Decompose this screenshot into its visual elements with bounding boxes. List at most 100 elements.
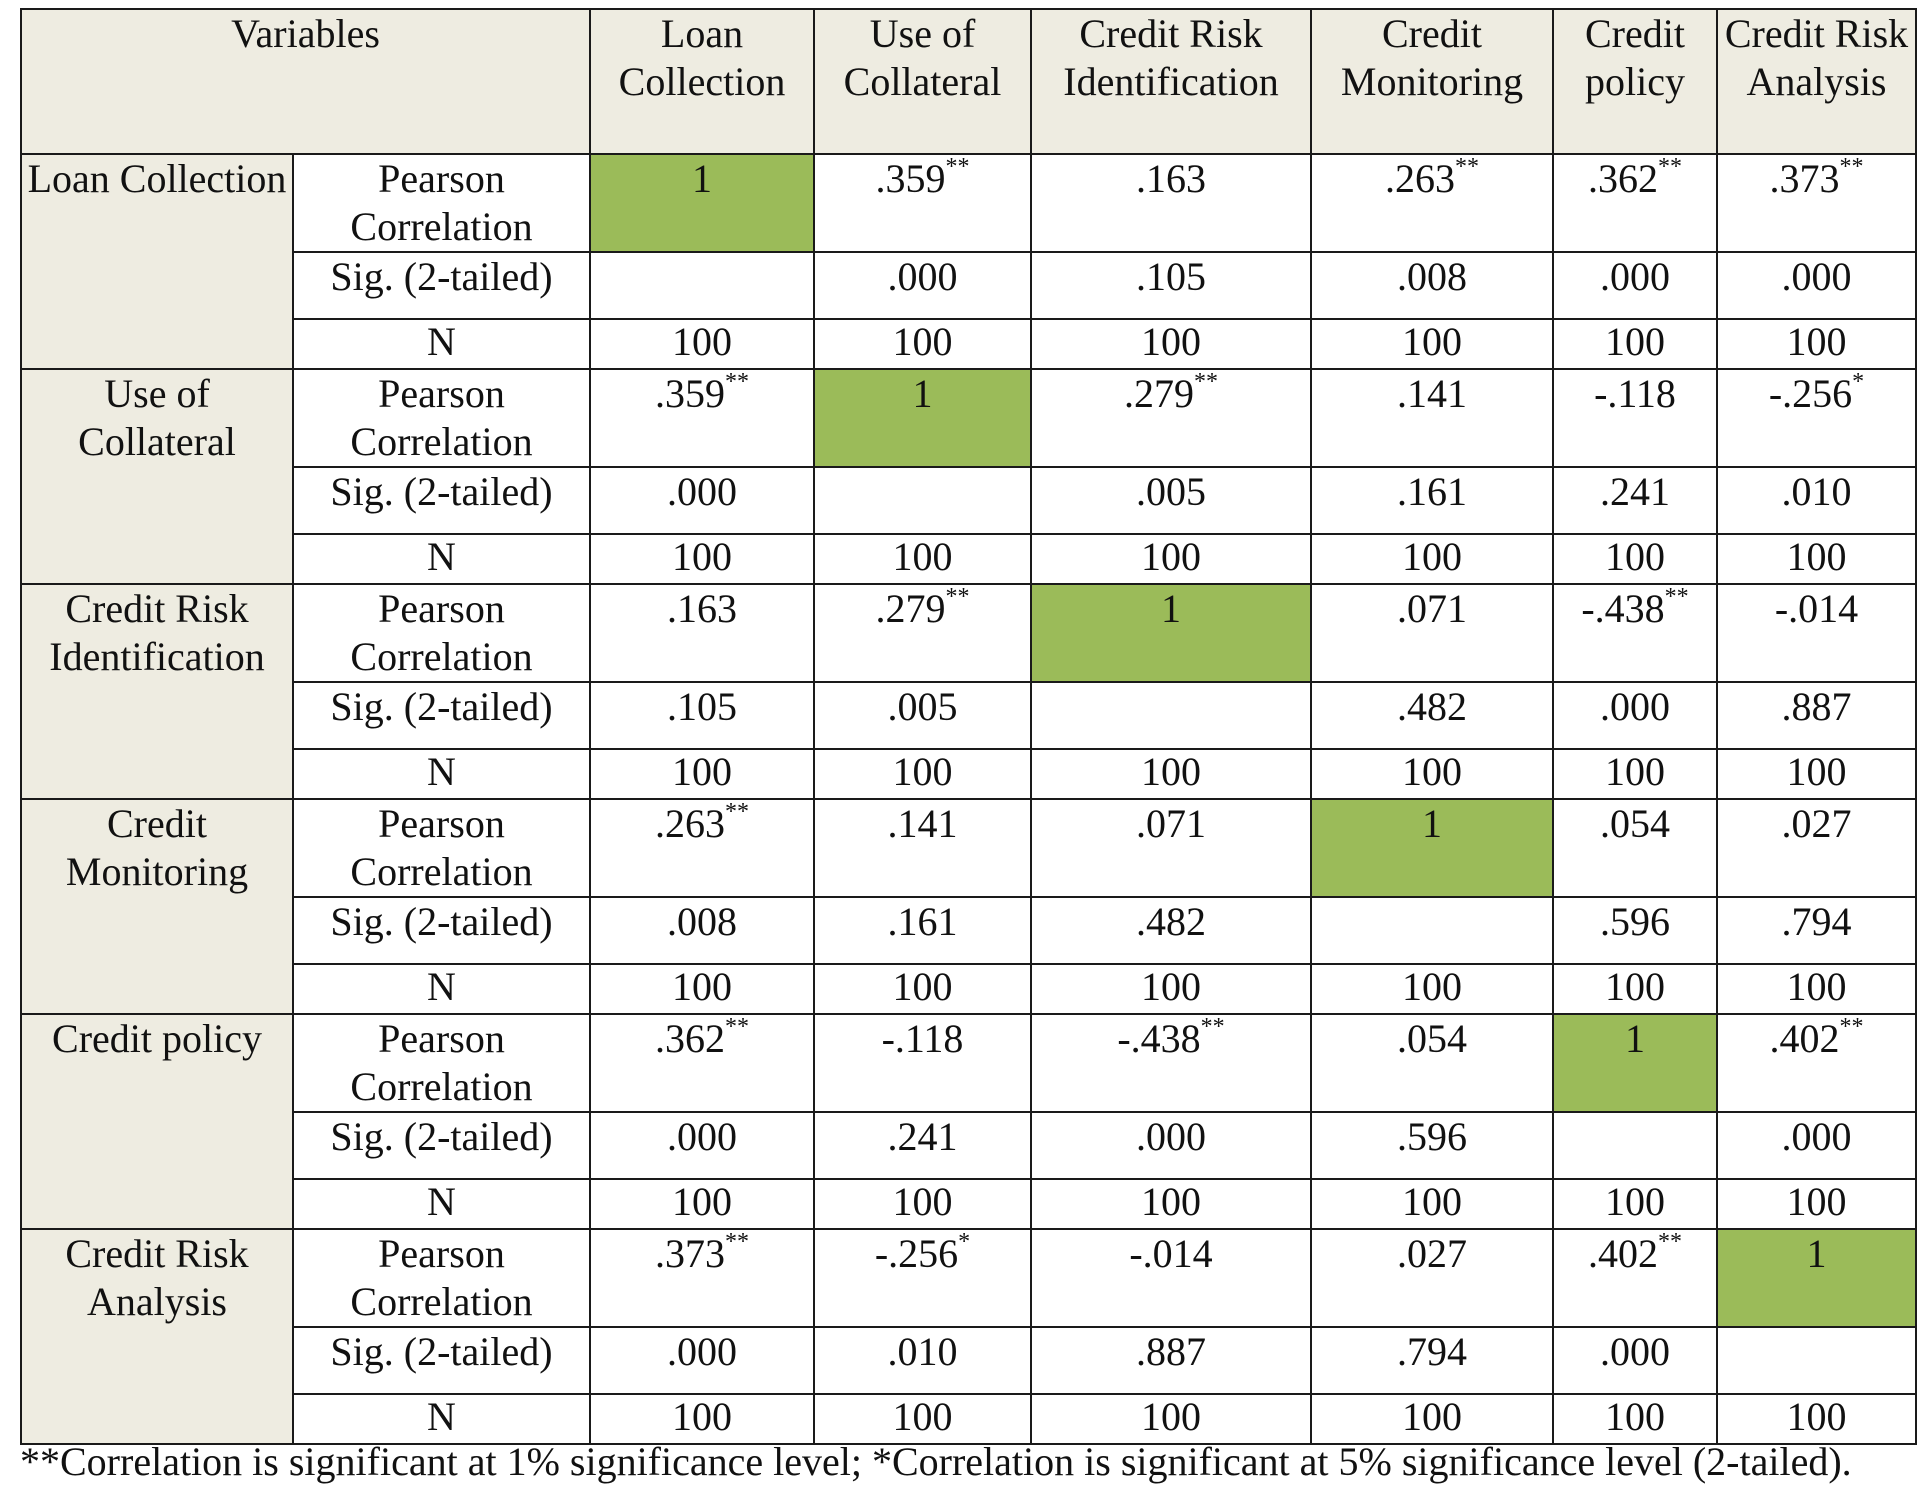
n-cell: 100 xyxy=(813,318,1032,370)
correlation-value: 1 xyxy=(692,156,712,201)
n-cell: 100 xyxy=(1552,318,1718,370)
stat-label-n: N xyxy=(292,318,591,370)
correlation-value: .359 xyxy=(655,371,725,416)
sig-cell: .241 xyxy=(813,1111,1032,1180)
stat-label-pearson: Pearson Correlation xyxy=(292,1013,591,1113)
correlation-value: 1 xyxy=(1161,586,1181,631)
sig-cell: .596 xyxy=(1310,1111,1554,1180)
stat-label-pearson: Pearson Correlation xyxy=(292,1228,591,1328)
sig-cell xyxy=(1716,1326,1917,1395)
sig-cell: .000 xyxy=(1716,1111,1917,1180)
variable-credit-risk-analysis: Credit Risk Analysis xyxy=(20,1228,294,1445)
sig-cell: .008 xyxy=(589,896,815,965)
correlation-value: .163 xyxy=(1136,156,1206,201)
correlation-value: .373 xyxy=(1769,156,1840,201)
significance-marker: ** xyxy=(1658,1229,1682,1255)
sig-cell: .000 xyxy=(1552,1326,1718,1395)
n-cell: 100 xyxy=(813,533,1032,585)
correlation-value: .054 xyxy=(1397,1016,1467,1061)
correlation-value: .027 xyxy=(1397,1231,1467,1276)
pearson-cell: -.256* xyxy=(813,1228,1032,1328)
diagonal-cell: 1 xyxy=(1310,798,1554,898)
pearson-cell: .027 xyxy=(1716,798,1917,898)
stat-label-n: N xyxy=(292,1178,591,1230)
sig-cell: .010 xyxy=(1716,466,1917,535)
sig-cell xyxy=(1030,681,1312,750)
correlation-value: .359 xyxy=(875,156,946,201)
sig-cell: .008 xyxy=(1310,251,1554,320)
n-cell: 100 xyxy=(589,1178,815,1230)
sig-row: Sig. (2-tailed) .000.105.008.000.000 xyxy=(21,251,1917,320)
sig-cell: .161 xyxy=(1310,466,1554,535)
pearson-cell: .359** xyxy=(589,368,815,468)
sig-cell: .887 xyxy=(1716,681,1917,750)
correlation-value: -.118 xyxy=(1594,371,1676,416)
pearson-cell: .054 xyxy=(1310,1013,1554,1113)
sig-cell xyxy=(589,251,815,320)
sig-cell: .105 xyxy=(1030,251,1312,320)
n-cell: 100 xyxy=(1030,748,1312,800)
correlation-value: .263 xyxy=(655,801,725,846)
correlation-value: -.256 xyxy=(874,1231,959,1276)
header-credit-risk-analysis: Credit Risk Analysis xyxy=(1716,8,1917,155)
correlation-value: 1 xyxy=(912,371,933,416)
correlation-value: .163 xyxy=(667,586,737,631)
pearson-cell: .141 xyxy=(1310,368,1554,468)
sig-cell: .161 xyxy=(813,896,1032,965)
sig-row: Sig. (2-tailed) .008.161.482 .596.794 xyxy=(21,896,1917,965)
sig-cell: .000 xyxy=(589,1111,815,1180)
n-cell: 100 xyxy=(813,963,1032,1015)
variable-credit-monitoring: Credit Monitoring xyxy=(20,798,294,1015)
n-cell: 100 xyxy=(589,963,815,1015)
sig-cell: .000 xyxy=(1716,251,1917,320)
sig-cell: .241 xyxy=(1552,466,1718,535)
pearson-cell: .163 xyxy=(1030,153,1312,253)
header-loan-collection: Loan Collection xyxy=(589,8,815,155)
table-body: Variables Loan Collection Use of Collate… xyxy=(20,8,1917,1445)
stat-label-n: N xyxy=(292,533,591,585)
n-cell: 100 xyxy=(813,1393,1032,1445)
correlation-value: -.438 xyxy=(1581,586,1665,631)
diagonal-cell: 1 xyxy=(813,368,1032,468)
sig-cell: .105 xyxy=(589,681,815,750)
n-cell: 100 xyxy=(1552,963,1718,1015)
stat-label-sig: Sig. (2-tailed) xyxy=(292,1111,591,1180)
pearson-cell: -.438** xyxy=(1030,1013,1312,1113)
correlation-value: .071 xyxy=(1136,801,1206,846)
n-cell: 100 xyxy=(1030,963,1312,1015)
correlation-value: .263 xyxy=(1385,156,1455,201)
n-cell: 100 xyxy=(1552,748,1718,800)
header-credit-policy: Credit policy xyxy=(1552,8,1718,155)
pearson-row: Loan Collection Pearson Correlation 1.359*… xyxy=(20,153,1917,370)
correlation-value: .362 xyxy=(1588,156,1658,201)
significance-marker: ** xyxy=(725,1014,749,1040)
correlation-value: 1 xyxy=(1806,1231,1827,1276)
n-row: N 100 100 100 100 100 100 xyxy=(21,318,1917,370)
n-cell: 100 xyxy=(1552,1393,1718,1445)
significance-marker: ** xyxy=(945,584,970,610)
sig-cell: .794 xyxy=(1310,1326,1554,1395)
significance-marker: ** xyxy=(1658,154,1682,180)
pearson-cell: -.014 xyxy=(1716,583,1917,683)
significance-marker: ** xyxy=(1839,154,1864,180)
correlation-value: .279 xyxy=(1124,371,1194,416)
pearson-cell: -.118 xyxy=(813,1013,1032,1113)
significance-marker: ** xyxy=(1455,154,1479,180)
correlation-value: .402 xyxy=(1769,1016,1840,1061)
sig-cell: .000 xyxy=(589,466,815,535)
variable-use-of-collateral: Use of Collateral xyxy=(20,368,294,585)
pearson-cell: .362** xyxy=(589,1013,815,1113)
n-cell: 100 xyxy=(1310,963,1554,1015)
stat-label-sig: Sig. (2-tailed) xyxy=(292,896,591,965)
n-cell: 100 xyxy=(589,318,815,370)
correlation-value: -.438 xyxy=(1117,1016,1201,1061)
pearson-cell: .027 xyxy=(1310,1228,1554,1328)
n-cell: 100 xyxy=(1552,533,1718,585)
significance-marker: ** xyxy=(1664,584,1689,610)
diagonal-cell: 1 xyxy=(1552,1013,1718,1113)
pearson-cell: .071 xyxy=(1310,583,1554,683)
n-row: N 100 100 100 100 100 100 xyxy=(21,1393,1917,1445)
pearson-cell: .373** xyxy=(1716,153,1917,253)
sig-row: Sig. (2-tailed) .000 .005.161.241.010 xyxy=(21,466,1917,535)
significance-marker: ** xyxy=(1200,1014,1225,1040)
